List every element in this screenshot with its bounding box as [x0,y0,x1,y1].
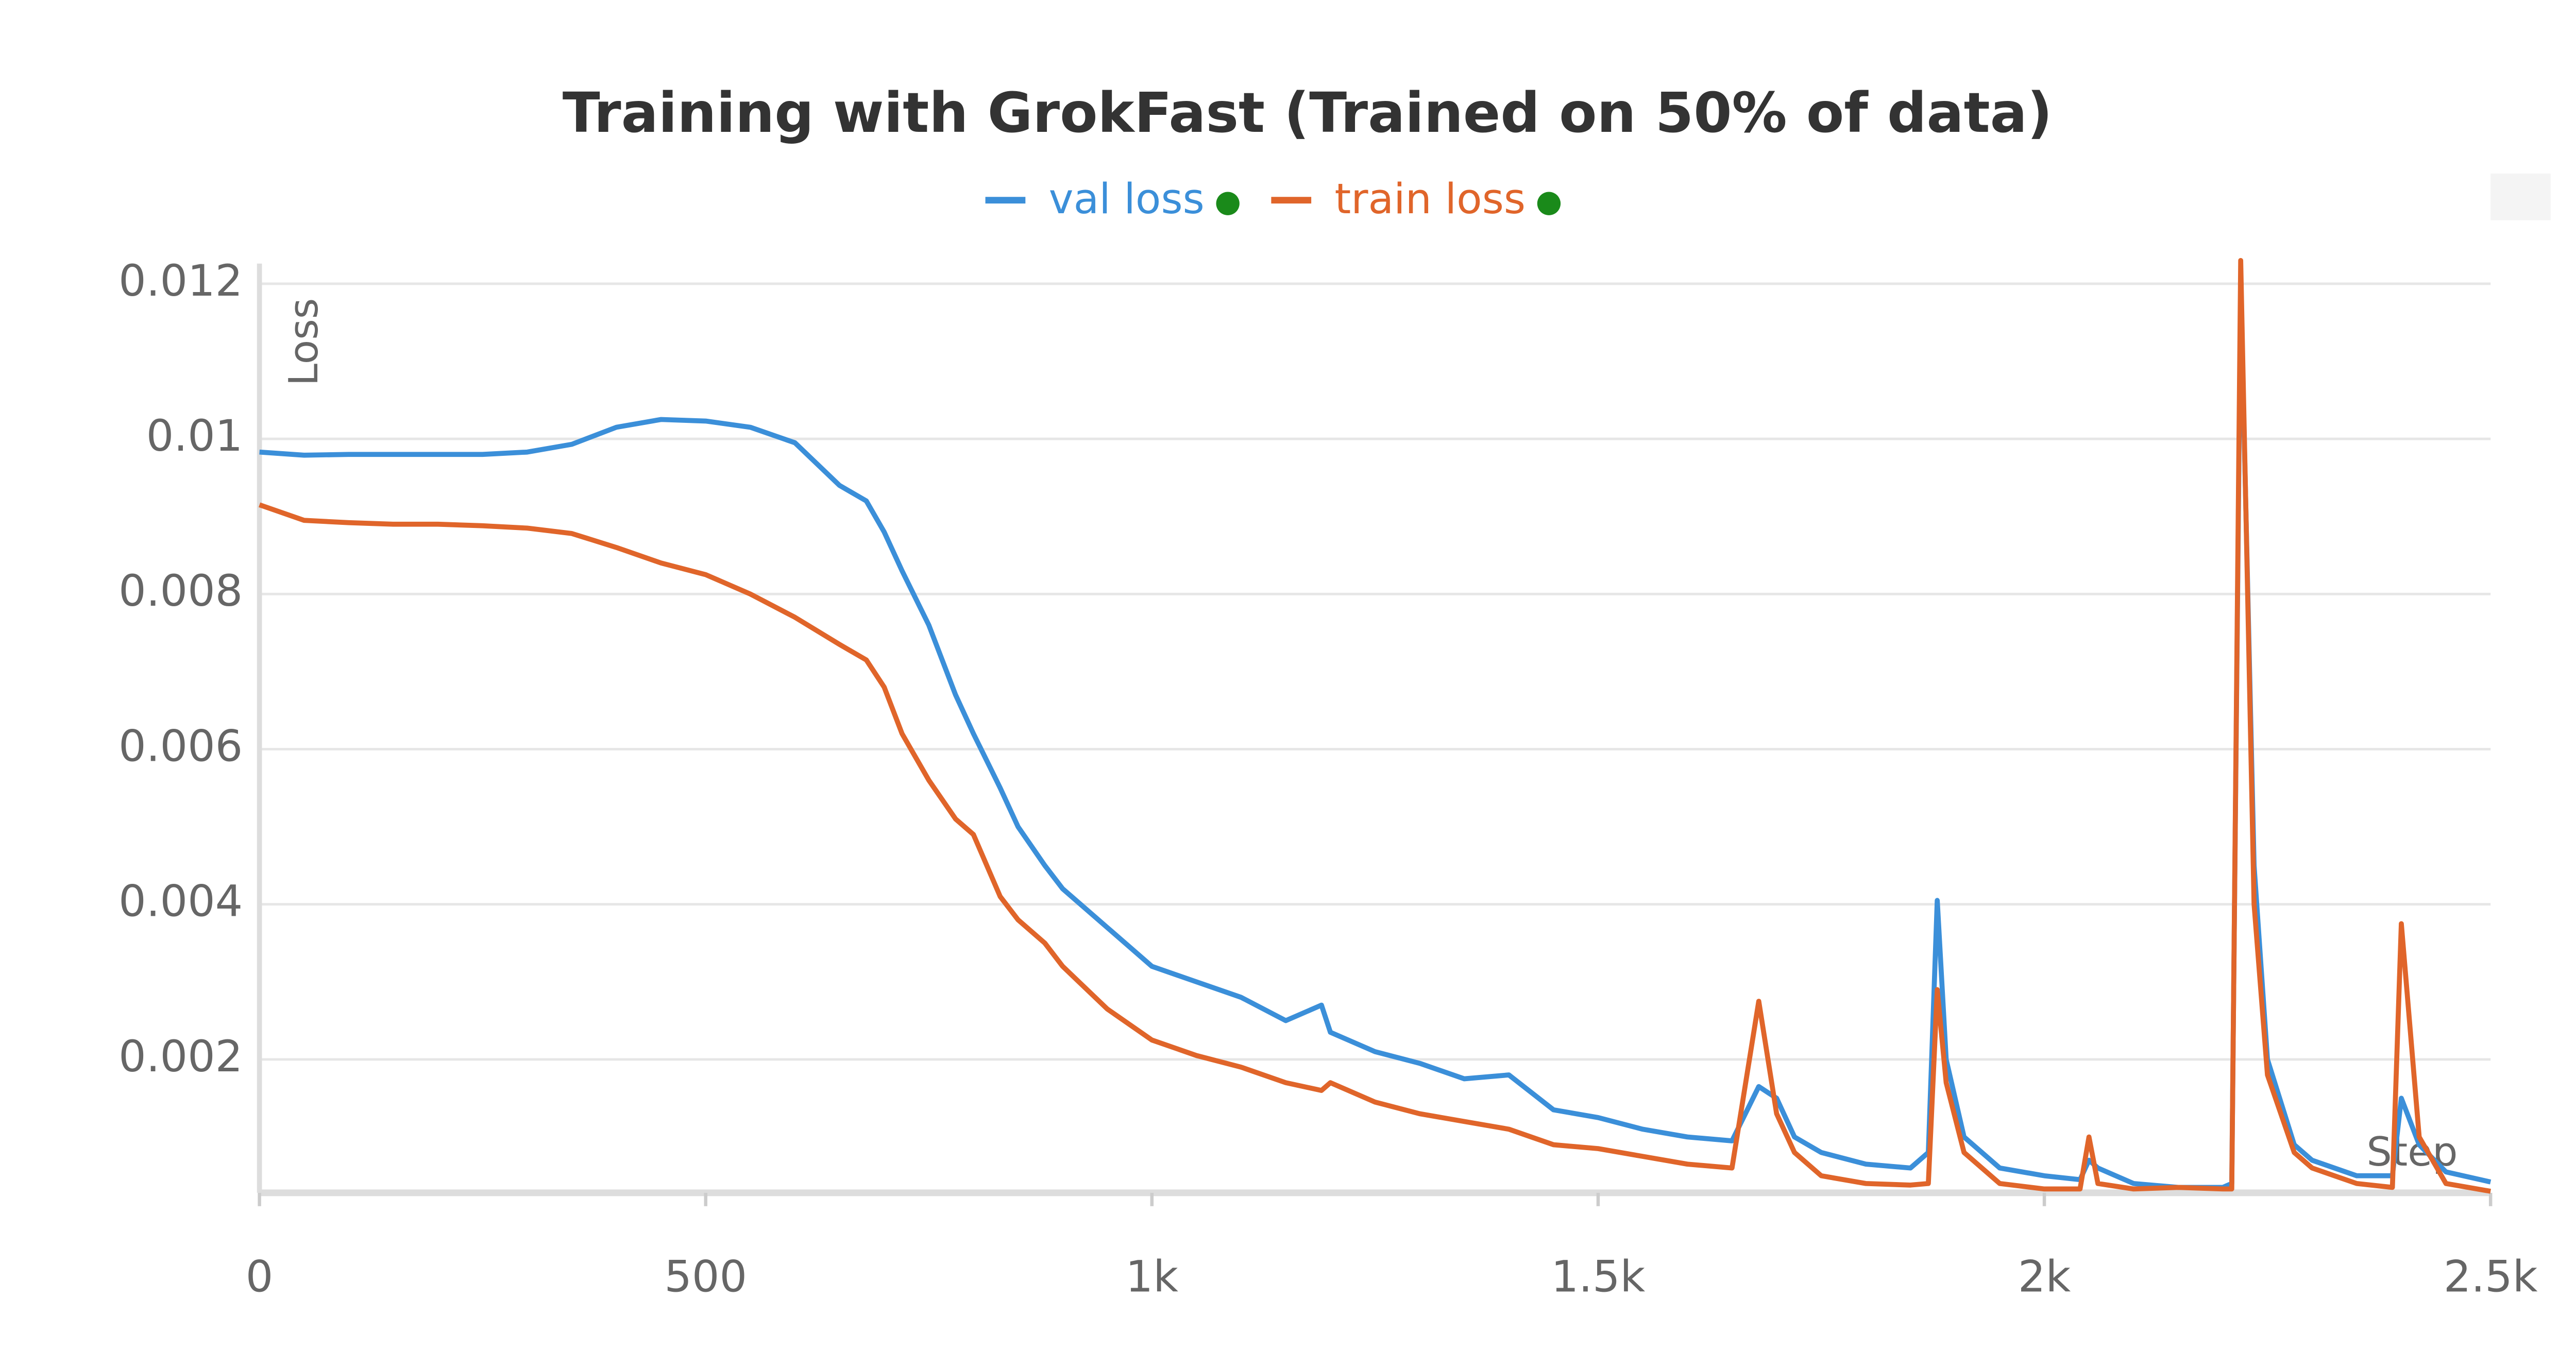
y-tick-label: 0.008 [118,566,243,616]
x-tick-label: 1k [1126,1251,1179,1302]
line-series [259,281,2492,1190]
x-tick-label: 2.5k [2444,1251,2538,1302]
chart-title: Training with GrokFast (Trained on 50% o… [563,81,2053,145]
legend-status-dot [1216,192,1240,215]
line-series [259,258,2492,1194]
y-tick-label: 0.006 [118,721,243,771]
legend-label: train loss [1334,175,1526,224]
y-axis-title: Loss [281,298,327,386]
legend: val loss train loss [985,175,1561,224]
panel-button[interactable] [2490,173,2551,220]
x-tick-label: 2k [2018,1251,2071,1302]
legend-label: val loss [1049,175,1205,224]
y-tick-label: 0.004 [118,876,243,927]
x-tick-label: 0 [246,1251,274,1302]
y-tick-label: 0.01 [146,411,243,461]
x-tick-label: 1.5k [1551,1251,1646,1302]
y-tick-label: 0.012 [118,255,243,306]
x-tick-label: 500 [664,1251,747,1302]
legend-status-dot [1537,192,1561,215]
y-tick-label: 0.002 [118,1031,243,1082]
